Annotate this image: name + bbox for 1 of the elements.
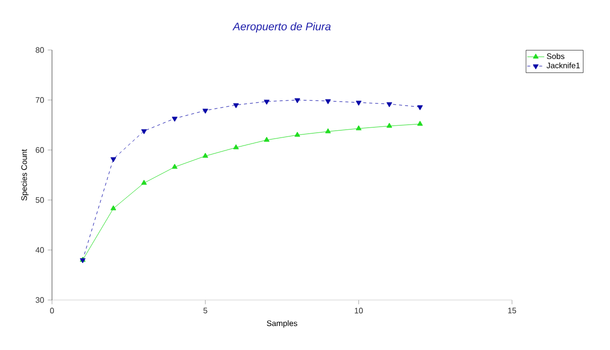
chart-title: Aeropuerto de Piura — [232, 22, 331, 32]
